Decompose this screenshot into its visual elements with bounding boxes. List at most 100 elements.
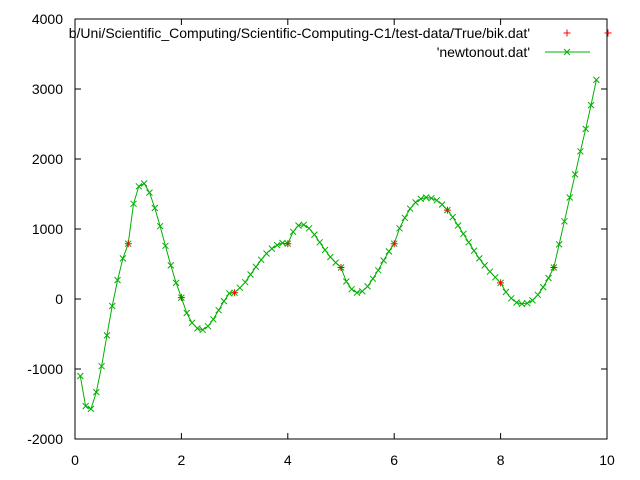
data-point-newtonout	[523, 299, 531, 307]
data-point-newtonout	[417, 195, 425, 203]
data-point-newtonout	[220, 297, 228, 305]
series-bik	[124, 206, 558, 302]
data-point-newtonout	[98, 362, 105, 370]
data-point-newtonout	[82, 402, 89, 410]
data-point-newtonout	[172, 279, 180, 287]
data-point-newtonout	[162, 242, 169, 250]
data-point-newtonout	[140, 180, 148, 187]
data-point-newtonout	[422, 194, 430, 201]
data-point-bik	[124, 240, 132, 248]
y-tick-label: -1000	[27, 361, 63, 377]
data-point-newtonout	[135, 182, 143, 190]
data-point-newtonout	[156, 222, 164, 230]
data-point-newtonout	[209, 315, 217, 323]
legend-marker-bik	[563, 29, 571, 37]
data-point-bik	[390, 240, 398, 248]
data-point-newtonout	[545, 274, 552, 282]
data-point-newtonout	[380, 257, 387, 264]
y-tick-label: 3000	[32, 81, 63, 97]
x-tick-label: 8	[497, 452, 505, 468]
data-point-newtonout	[263, 250, 270, 257]
data-point-bik	[443, 206, 451, 214]
series-newtonout-line	[79, 79, 597, 410]
data-point-newtonout	[114, 276, 121, 284]
x-tick-label: 10	[599, 452, 615, 468]
data-point-newtonout	[555, 241, 563, 248]
data-point-newtonout	[327, 253, 334, 261]
data-point-bik	[550, 264, 558, 271]
series-newtonout	[76, 76, 600, 413]
legend-sample-newtonout	[545, 48, 590, 56]
y-tick-labels: -2000 -1000 0 1000 2000 3000 4000	[27, 11, 63, 447]
data-point-newtonout	[194, 325, 201, 332]
data-point-newtonout	[305, 224, 313, 232]
data-point-newtonout	[593, 76, 600, 84]
data-point-newtonout	[289, 228, 297, 236]
data-point-newtonout	[449, 213, 457, 221]
data-point-bik	[284, 240, 292, 248]
data-point-newtonout	[369, 275, 377, 283]
data-point-newtonout	[87, 405, 95, 413]
data-point-newtonout	[108, 302, 116, 310]
data-point-newtonout	[279, 239, 286, 247]
data-point-newtonout	[507, 294, 515, 302]
data-point-newtonout	[513, 299, 520, 306]
y-tick-label: -2000	[27, 431, 63, 447]
data-point-newtonout	[257, 256, 265, 264]
data-point-newtonout	[486, 268, 494, 276]
data-point-newtonout	[76, 372, 84, 380]
data-point-newtonout	[587, 101, 595, 109]
data-point-newtonout	[92, 388, 100, 396]
plot-series	[76, 76, 600, 413]
data-point-newtonout	[348, 285, 355, 293]
data-point-bik	[337, 264, 345, 271]
data-point-newtonout	[577, 147, 584, 155]
y-tick-label: 4000	[32, 11, 63, 27]
data-point-newtonout	[412, 199, 419, 206]
legend-label-bik: b/Uni/Scientific_Computing/Scientific-Co…	[69, 25, 530, 41]
data-point-newtonout	[215, 306, 222, 314]
y-tick-label: 1000	[32, 221, 63, 237]
data-point-newtonout	[103, 332, 111, 339]
data-point-newtonout	[582, 125, 590, 133]
data-point-bik	[497, 279, 505, 287]
data-point-bik	[177, 294, 185, 302]
data-point-newtonout	[316, 238, 324, 246]
data-point-newtonout	[561, 217, 568, 225]
data-point-newtonout	[433, 196, 441, 204]
data-point-newtonout	[539, 283, 547, 291]
data-point-newtonout	[502, 288, 510, 296]
data-point-newtonout	[534, 291, 542, 299]
data-point-newtonout	[119, 255, 127, 262]
data-point-newtonout	[406, 205, 414, 213]
data-point-newtonout	[566, 194, 574, 201]
y-tick-label: 2000	[32, 151, 63, 167]
data-point-newtonout	[188, 319, 196, 327]
x-tick-labels: 0 2 4 6 8 10	[71, 452, 615, 468]
data-point-newtonout	[460, 230, 467, 238]
data-point-newtonout	[465, 238, 473, 246]
data-point-newtonout	[396, 224, 403, 232]
data-point-newtonout	[300, 221, 308, 229]
x-tick-label: 0	[71, 452, 79, 468]
data-point-newtonout	[311, 231, 318, 238]
data-point-newtonout	[364, 283, 371, 290]
data-point-newtonout	[358, 287, 366, 295]
data-point-newtonout	[374, 266, 382, 274]
data-point-newtonout	[353, 289, 361, 297]
data-point-newtonout	[518, 300, 526, 308]
data-point-bik	[231, 289, 239, 297]
plot-frame	[74, 18, 608, 440]
data-point-newtonout	[470, 247, 478, 255]
data-point-newtonout	[491, 273, 499, 281]
data-point-newtonout	[332, 259, 340, 266]
data-point-newtonout	[321, 246, 329, 254]
x-tick-label: 6	[390, 452, 398, 468]
data-point-newtonout	[183, 309, 191, 317]
data-point-newtonout	[481, 262, 488, 269]
data-point-newtonout	[167, 262, 175, 269]
data-point-newtonout	[225, 290, 233, 297]
axis-ticks	[74, 18, 608, 440]
data-point-newtonout	[295, 222, 302, 229]
